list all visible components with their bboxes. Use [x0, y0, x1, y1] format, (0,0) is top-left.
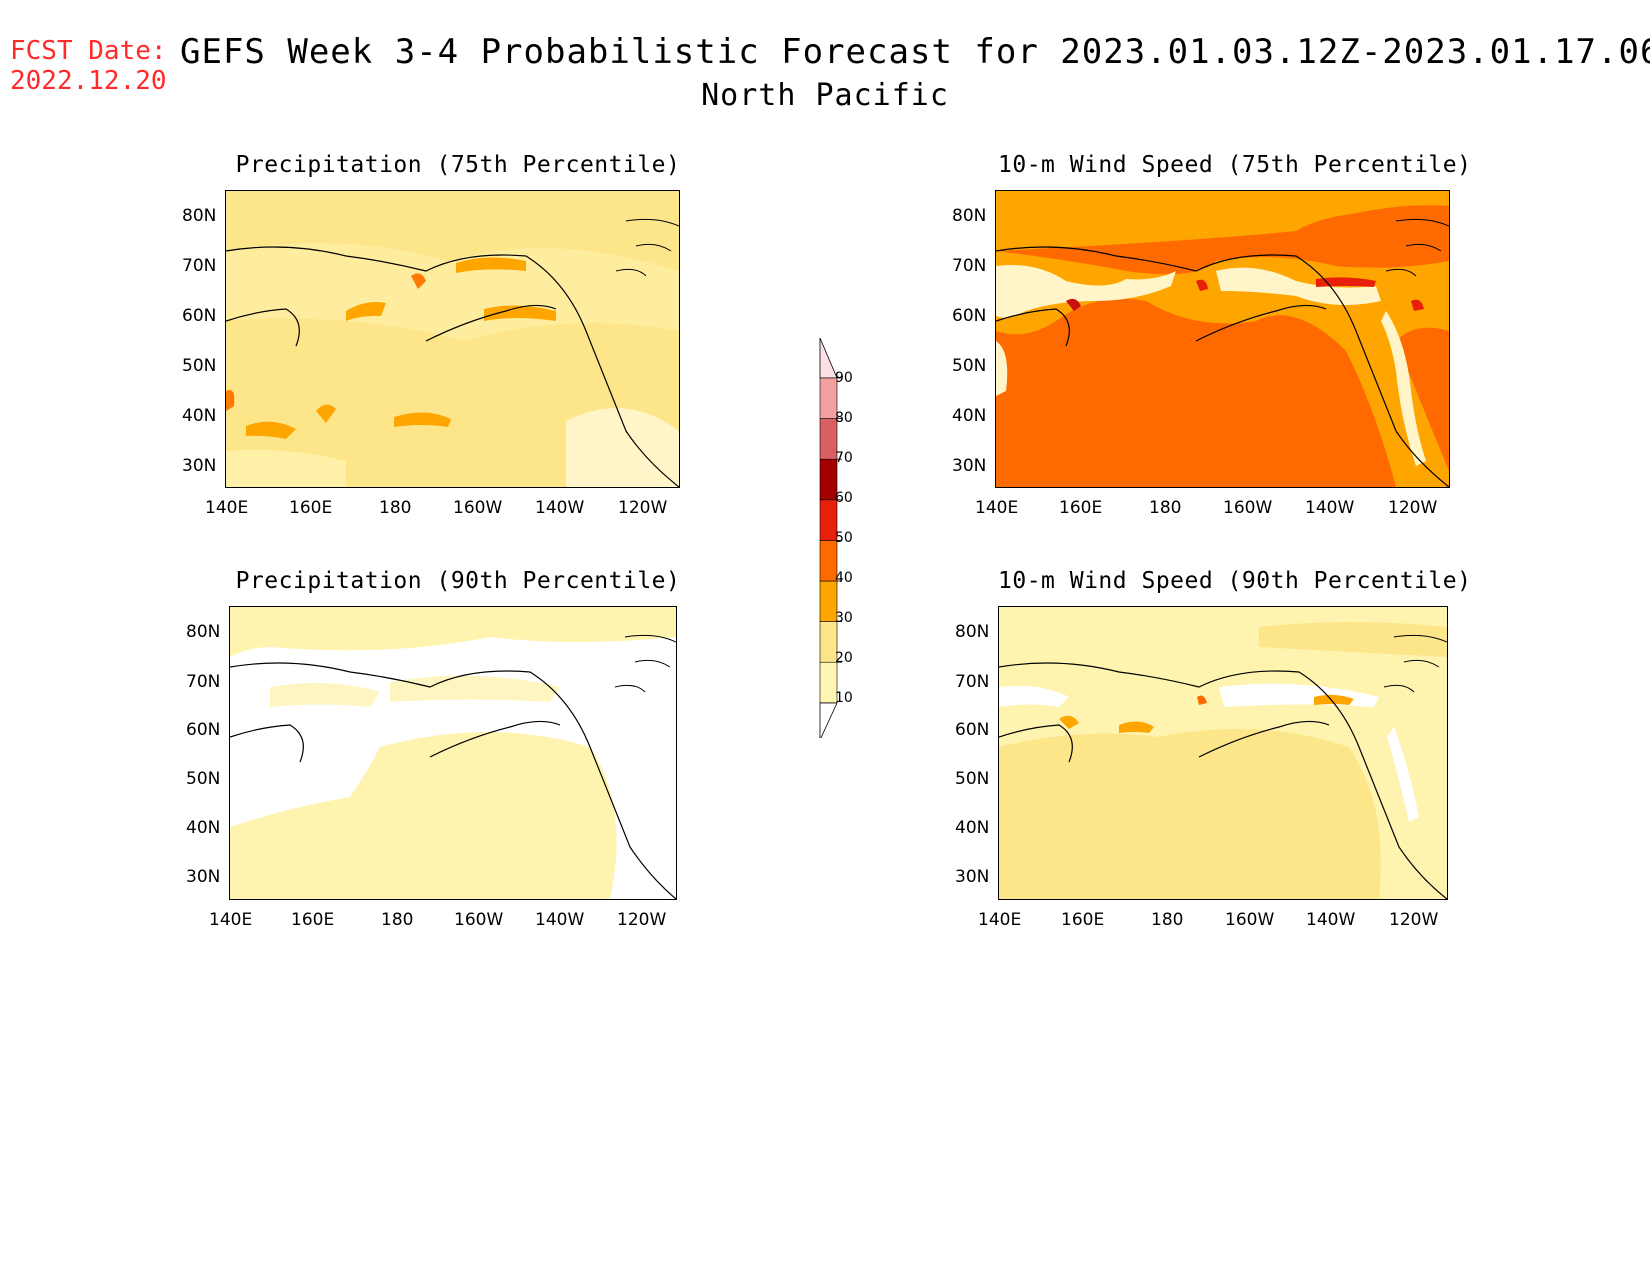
panel-title-precip-75: Precipitation (75th Percentile)	[235, 152, 681, 178]
lon-tick: 140W	[535, 910, 585, 930]
lon-tick: 120W	[1389, 910, 1439, 930]
lat-tick: 80N	[952, 206, 987, 226]
lat-tick: 50N	[952, 356, 987, 376]
lat-tick: 70N	[952, 256, 987, 276]
lon-tick: 140E	[209, 910, 253, 930]
lon-tick: 180	[379, 498, 412, 518]
colorbar-label: 70	[835, 450, 853, 466]
lat-tick: 60N	[186, 720, 221, 740]
map-precip-90	[229, 606, 677, 900]
lat-tick: 70N	[182, 256, 217, 276]
colorbar-label: 80	[835, 410, 853, 426]
lat-tick: 70N	[186, 672, 221, 692]
lat-tick: 60N	[952, 306, 987, 326]
lon-tick: 180	[381, 910, 414, 930]
lat-tick: 60N	[955, 720, 990, 740]
lon-tick: 140W	[1306, 910, 1356, 930]
lat-tick: 80N	[182, 206, 217, 226]
colorbar-label: 30	[835, 610, 853, 626]
colorbar-label: 40	[835, 570, 853, 586]
forecast-date-value: 2022.12.20	[10, 66, 167, 96]
colorbar-label: 20	[835, 650, 853, 666]
colorbar-band	[819, 377, 838, 419]
lon-tick: 140E	[975, 498, 1019, 518]
colorbar-label: 60	[835, 490, 853, 506]
lat-tick: 50N	[182, 356, 217, 376]
lon-tick: 160E	[291, 910, 335, 930]
lat-tick: 70N	[955, 672, 990, 692]
lon-tick: 180	[1149, 498, 1182, 518]
lat-tick: 40N	[182, 406, 217, 426]
lon-tick: 180	[1151, 910, 1184, 930]
lon-tick: 140W	[535, 498, 585, 518]
lat-tick: 40N	[952, 406, 987, 426]
map-precip-75	[225, 190, 680, 488]
lat-tick: 40N	[186, 818, 221, 838]
lon-tick: 140E	[205, 498, 249, 518]
lon-tick: 120W	[617, 910, 667, 930]
lon-tick: 160W	[1223, 498, 1273, 518]
lon-tick: 160E	[289, 498, 333, 518]
lat-tick: 50N	[186, 769, 221, 789]
page-title: GEFS Week 3-4 Probabilistic Forecast for…	[180, 32, 1650, 72]
forecast-date-label: FCST Date:	[10, 36, 167, 66]
panel-title-wind-90: 10-m Wind Speed (90th Percentile)	[998, 568, 1472, 594]
lat-tick: 30N	[186, 867, 221, 887]
lon-tick: 140W	[1305, 498, 1355, 518]
lon-tick: 120W	[1388, 498, 1438, 518]
lon-tick: 140E	[978, 910, 1022, 930]
lat-tick: 30N	[182, 456, 217, 476]
region-subtitle: North Pacific	[701, 78, 949, 113]
map-wind-75	[995, 190, 1450, 488]
lat-tick: 60N	[182, 306, 217, 326]
lat-tick: 30N	[955, 867, 990, 887]
colorbar	[805, 337, 865, 741]
lat-tick: 50N	[955, 769, 990, 789]
colorbar-label: 10	[835, 690, 853, 706]
panel-title-wind-75: 10-m Wind Speed (75th Percentile)	[998, 152, 1472, 178]
colorbar-label: 90	[835, 370, 853, 386]
panel-title-precip-90: Precipitation (90th Percentile)	[235, 568, 681, 594]
lat-tick: 40N	[955, 818, 990, 838]
lon-tick: 120W	[618, 498, 668, 518]
lat-tick: 30N	[952, 456, 987, 476]
lon-tick: 160W	[453, 498, 503, 518]
forecast-date: FCST Date: 2022.12.20	[10, 36, 167, 96]
lon-tick: 160W	[1225, 910, 1275, 930]
lon-tick: 160E	[1059, 498, 1103, 518]
colorbar-bottom-triangle	[819, 702, 838, 741]
lon-tick: 160E	[1061, 910, 1105, 930]
lat-tick: 80N	[186, 622, 221, 642]
colorbar-label: 50	[835, 530, 853, 546]
lon-tick: 160W	[454, 910, 504, 930]
map-wind-90	[998, 606, 1448, 900]
lat-tick: 80N	[955, 622, 990, 642]
